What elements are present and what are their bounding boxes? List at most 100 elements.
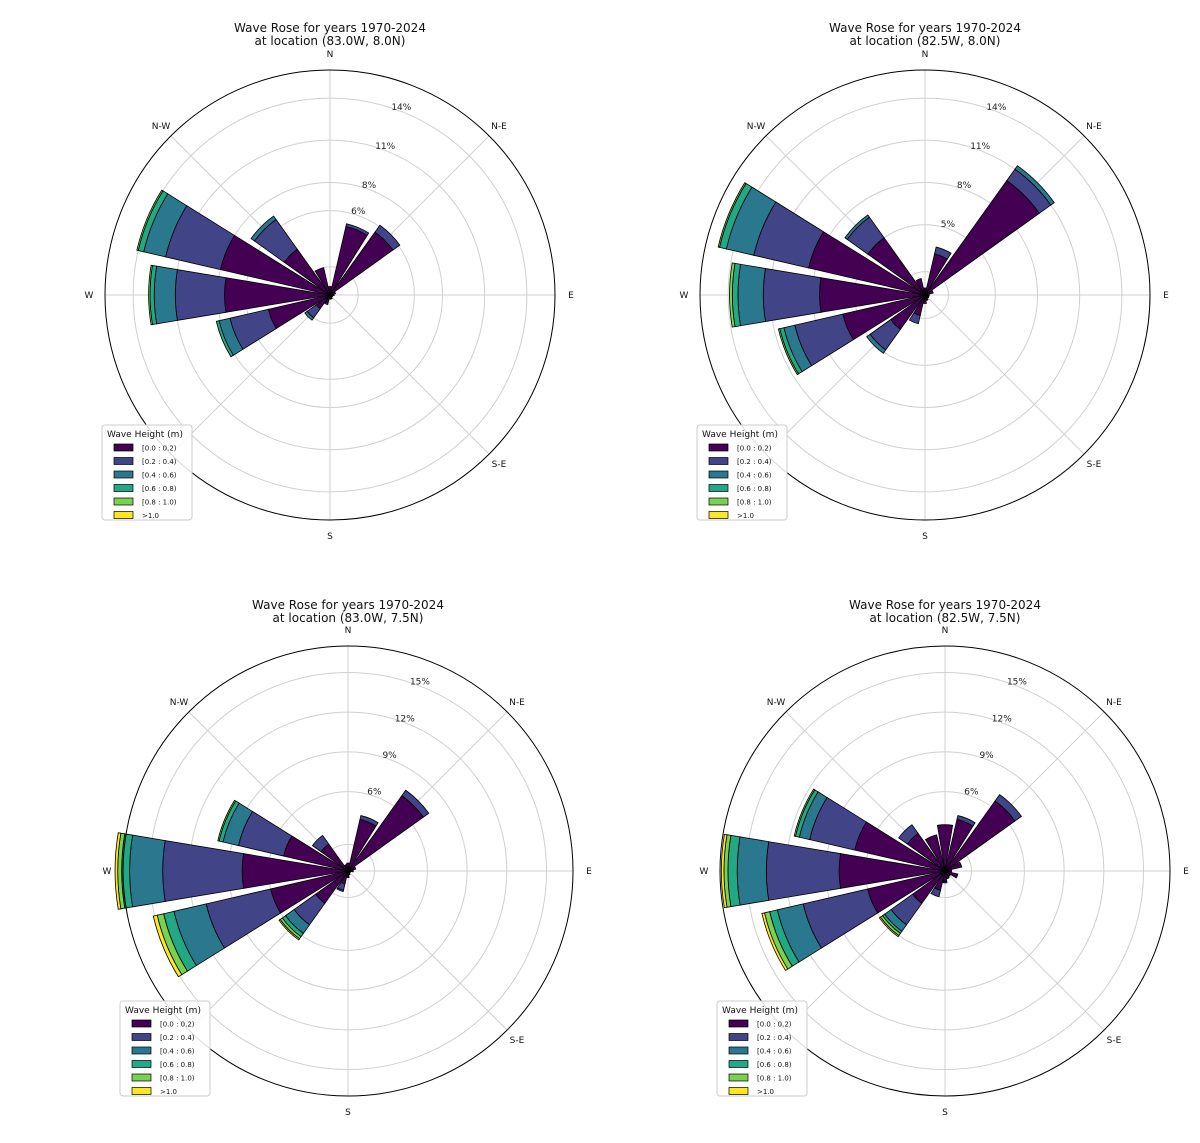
legend-label: >1.0 (737, 512, 754, 520)
grid-spoke (347, 870, 508, 1031)
legend-swatch (113, 457, 134, 465)
chart-title: Wave Rose for years 1970-2024 (849, 598, 1041, 612)
compass-label-w: W (700, 867, 709, 877)
legend-label: [0.6 : 0.8) (757, 1061, 792, 1069)
bar-ene-bin-0 (924, 289, 934, 296)
bar-wnw-bin-4 (217, 799, 237, 842)
bar-nw-bin-2 (844, 214, 870, 240)
bar-n-bin-0 (346, 862, 350, 872)
wave-rose-chart-4: Wave Rose for years 1970-2024 at location… (596, 578, 1196, 1143)
compass-label-n: N (327, 50, 334, 60)
bar-sw-bin-2 (304, 310, 315, 321)
polar-grid (105, 70, 555, 520)
legend-swatch (131, 1046, 152, 1055)
bar-s-bin-1 (346, 875, 350, 879)
compass-label-w: W (103, 867, 112, 877)
legend-title: Wave Height (m) (702, 430, 778, 440)
compass-label-n: N (922, 50, 929, 60)
legend-title: Wave Height (m) (125, 1006, 201, 1016)
radial-tick-label: 5% (941, 220, 956, 230)
wave-rose-chart-3: Wave Rose for years 1970-2024 at location… (0, 578, 600, 1143)
radial-tick-label: 14% (986, 103, 1006, 113)
legend-swatch (113, 443, 134, 452)
legend-label: [0.2 : 0.4) (757, 1034, 792, 1042)
wave-rose-chart-2: Wave Rose for years 1970-2024 at location… (596, 0, 1196, 565)
legend-title: Wave Height (m) (107, 430, 183, 440)
bar-sw-bin-5 (878, 916, 900, 938)
legend-swatch (131, 1087, 152, 1095)
legend-swatch (113, 497, 134, 506)
legend-label: >1.0 (757, 1088, 774, 1096)
grid-ring (727, 97, 1123, 493)
bar-e-bin-0 (347, 869, 354, 873)
bar-w-bin-1 (762, 267, 822, 323)
bar-nnw-bin-0 (314, 267, 331, 296)
legend-swatch (113, 484, 134, 492)
compass-label-n: N (345, 626, 352, 636)
bar-ssw-bin-1 (930, 887, 942, 898)
bar-sw-bin-2 (866, 333, 887, 354)
bar-wsw-bin-3 (215, 320, 234, 358)
rose-bars (136, 189, 401, 358)
polar-frame (719, 645, 1171, 1097)
legend-label: [0.2 : 0.4) (142, 458, 177, 466)
radial-tick-label: 6% (351, 207, 366, 217)
legend-title: Wave Height (m) (722, 1006, 798, 1016)
legend-label: [0.4 : 0.6) (160, 1048, 195, 1056)
legend: Wave Height (m) [0.0 : 0.2) [0.2 : 0.4) [0.… (101, 424, 193, 521)
bar-nnw-bin-0 (343, 864, 349, 872)
compass-label-n-w: N-W (170, 698, 189, 708)
compass-label-w: W (680, 291, 689, 301)
grid-ring (132, 97, 528, 493)
bar-nw-bin-2 (250, 215, 277, 242)
bar-w-bin-2 (737, 263, 766, 327)
bar-se-bin-0 (944, 870, 951, 877)
legend-label: [0.0 : 0.2) (737, 445, 772, 453)
bar-w-bin-5 (114, 832, 122, 910)
legend-label: [0.0 : 0.2) (160, 1021, 195, 1029)
bar-wsw-bin-5 (152, 914, 183, 978)
bar-wnw-bin-4 (136, 189, 164, 252)
legend-label: >1.0 (160, 1088, 177, 1096)
compass-label-n-e: N-E (1106, 698, 1122, 708)
radial-tick-label: 9% (979, 751, 994, 761)
legend-swatch (728, 1019, 749, 1028)
bar-w-bin-5 (720, 833, 728, 909)
compass-label-s-e: S-E (492, 460, 507, 470)
compass-label-w: W (85, 291, 94, 301)
compass-label-s: S (345, 1108, 351, 1118)
compass-label-e: E (1183, 867, 1189, 877)
compass-label-e: E (586, 867, 592, 877)
bar-n-bin-0 (936, 824, 954, 872)
legend-swatch (728, 1073, 749, 1082)
legend-swatch (131, 1019, 152, 1028)
radial-tick-label: 8% (957, 181, 972, 191)
bar-ssw-bin-1 (324, 301, 329, 306)
bar-ssw-bin-1 (908, 312, 921, 325)
bar-e-bin-0 (944, 869, 953, 873)
legend-swatch (708, 497, 729, 506)
legend-label: [0.4 : 0.6) (757, 1048, 792, 1056)
bar-ene-bin-0 (347, 866, 357, 872)
bar-nne-bin-1 (934, 246, 952, 260)
bar-ssw-bin-2 (336, 887, 345, 893)
bar-nnw-bin-0 (915, 278, 926, 296)
compass-label-n: N (942, 626, 949, 636)
compass-label-s-e: S-E (1087, 460, 1102, 470)
legend-swatch (708, 511, 729, 519)
bar-w-bin-1 (765, 841, 842, 901)
radial-tick-label: 6% (367, 788, 382, 798)
legend-label: [0.2 : 0.4) (737, 458, 772, 466)
radial-tick-label: 15% (1007, 678, 1027, 688)
bar-s-bin-1 (942, 880, 948, 884)
legend-swatch (708, 457, 729, 465)
legend: Wave Height (m) [0.0 : 0.2) [0.2 : 0.4) [0.… (696, 424, 788, 521)
polar-frame (104, 69, 556, 521)
bar-ese-bin-0 (944, 870, 959, 879)
legend: Wave Height (m) [0.0 : 0.2) [0.2 : 0.4) [0.… (119, 1000, 211, 1097)
chart-title: Wave Rose for years 1970-2024 (829, 21, 1021, 35)
bar-ene-bin-0 (329, 291, 336, 296)
